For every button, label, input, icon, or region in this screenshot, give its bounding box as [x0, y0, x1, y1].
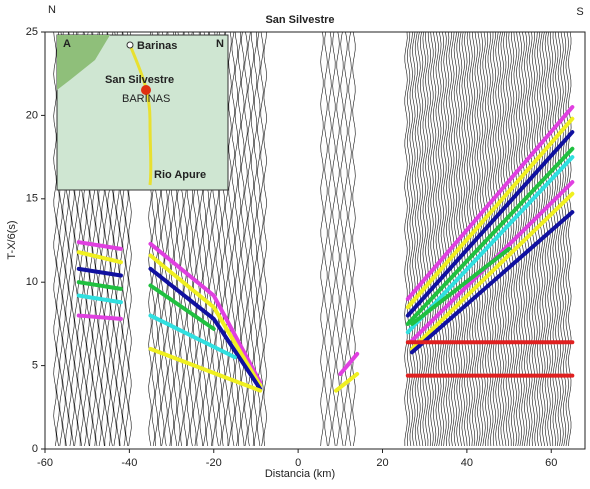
seismic-trace [325, 32, 328, 446]
inset-place: BARINAS [122, 93, 170, 105]
seismic-trace [423, 32, 426, 446]
seismic-trace [506, 32, 509, 446]
seismic-trace [462, 32, 465, 446]
seismic-trace [264, 32, 267, 446]
y-tick-label: 15 [26, 193, 38, 205]
x-axis-label: Distancia (km) [265, 468, 335, 480]
seismic-trace [54, 32, 57, 446]
seismic-trace [229, 32, 232, 446]
seismic-trace [556, 32, 559, 446]
pick-line [340, 354, 357, 374]
seismic-trace [248, 32, 251, 446]
seismic-trace [501, 32, 504, 446]
seismic-trace [545, 32, 548, 446]
seismic-trace [413, 32, 416, 446]
seismic-trace [232, 32, 235, 446]
seismic-trace [535, 32, 538, 446]
seismic-trace [532, 32, 535, 446]
seismic-trace [480, 32, 483, 446]
x-tick-label: 40 [461, 457, 473, 469]
pick-line [408, 107, 573, 299]
y-tick-label: 0 [32, 443, 38, 455]
inset-place: Barinas [137, 40, 177, 52]
seismic-trace [431, 32, 434, 446]
seismic-trace [454, 32, 457, 446]
seismic-trace [433, 32, 436, 446]
seismic-trace [498, 32, 501, 446]
inset-city [127, 42, 133, 48]
seismic-trace [426, 32, 429, 446]
x-tick-label: 60 [545, 457, 557, 469]
seismic-trace [418, 32, 421, 446]
pick-line [79, 296, 121, 303]
south-label: S [576, 6, 583, 18]
chart-title: San Silvestre [265, 14, 334, 26]
chart: San Silvestre N S Distancia (km) T-X/6(s… [0, 0, 590, 484]
seismic-trace [428, 32, 431, 446]
seismic-trace [251, 32, 254, 446]
seismic-trace [410, 32, 413, 446]
seismic-trace [436, 32, 439, 446]
pick-line [79, 316, 121, 319]
x-tick-label: 20 [376, 457, 388, 469]
y-tick-label: 5 [32, 360, 38, 372]
seismic-trace [504, 32, 507, 446]
seismic-trace [519, 32, 522, 446]
inset-north: N [216, 38, 224, 50]
y-tick-label: 20 [26, 109, 38, 121]
seismic-trace [452, 32, 455, 446]
seismic-trace [569, 32, 572, 446]
seismic-trace [321, 32, 324, 446]
seismic-trace [405, 32, 408, 446]
seismic-trace [441, 32, 444, 446]
seismic-trace [530, 32, 533, 446]
seismic-trace [563, 32, 566, 446]
seismic-trace [446, 32, 449, 446]
north-label: N [48, 4, 56, 16]
seismic-trace [353, 32, 356, 446]
seismic-trace [548, 32, 551, 446]
seismic-trace [561, 32, 564, 446]
seismic-trace [444, 32, 447, 446]
seismic-trace [329, 32, 332, 446]
x-tick-label: 0 [295, 457, 301, 469]
seismic-trace [439, 32, 442, 446]
inset-panel: A [63, 38, 71, 50]
y-axis-label: T-X/6(s) [6, 220, 18, 259]
inset-place: Rio Apure [154, 169, 206, 181]
x-tick-label: -20 [206, 457, 222, 469]
seismic-trace [566, 32, 569, 446]
y-tick-label: 10 [26, 276, 38, 288]
seismic-trace [415, 32, 418, 446]
seismic-trace [449, 32, 452, 446]
inset-place: San Silvestre [105, 74, 174, 86]
y-tick-label: 25 [26, 26, 38, 38]
seismic-trace [558, 32, 561, 446]
seismic-trace [470, 32, 473, 446]
seismic-trace [333, 32, 336, 446]
page: San Silvestre N S Distancia (km) T-X/6(s… [0, 0, 590, 489]
seismic-trace [550, 32, 553, 446]
seismic-trace [553, 32, 556, 446]
seismic-trace [509, 32, 512, 446]
pick-line [79, 252, 121, 262]
inset-map: A N Barinas San Silvestre BARINAS Rio Ap… [57, 35, 228, 190]
seismic-trace [420, 32, 423, 446]
seismic-trace [349, 32, 352, 446]
x-tick-label: -40 [121, 457, 137, 469]
x-tick-label: -60 [37, 457, 53, 469]
seismic-trace [337, 32, 340, 446]
seismic-trace [407, 32, 410, 446]
